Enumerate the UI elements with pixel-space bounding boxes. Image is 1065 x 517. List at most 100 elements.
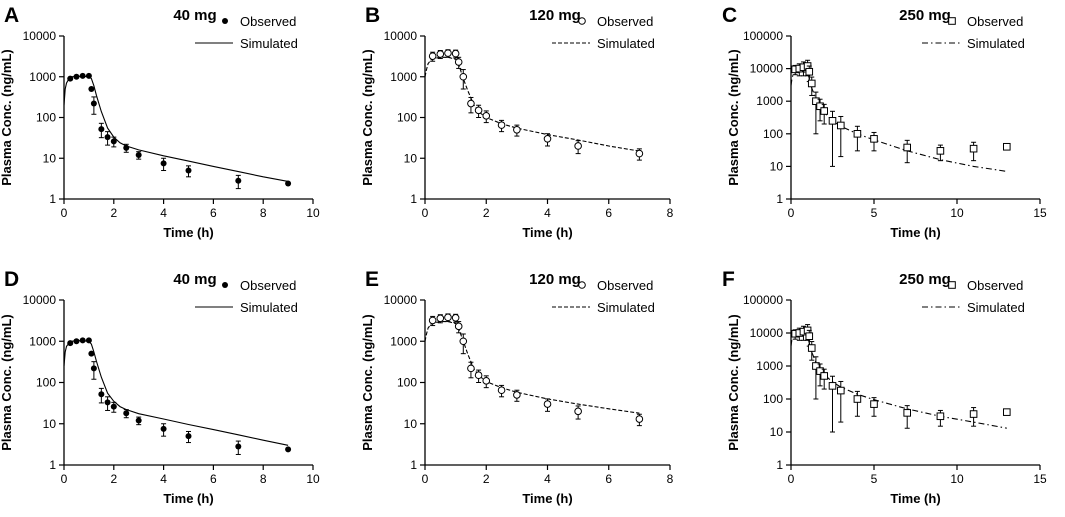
simulated-line (790, 71, 1007, 172)
x-tick-label: 8 (260, 472, 267, 486)
observed-point (805, 332, 814, 340)
x-tick-label: 6 (210, 472, 217, 486)
x-tick-label: 4 (544, 206, 551, 220)
observed-point (454, 58, 463, 66)
y-tick-label: 1000 (756, 94, 783, 108)
observed-point (444, 49, 452, 57)
legend: Observed Simulated (195, 14, 298, 51)
legend-simulated-label: Simulated (967, 36, 1025, 51)
observed-point (85, 72, 92, 79)
observed-point (482, 376, 491, 385)
panel-b: B 120 mg 0 2 4 6 8 1 10 100 1000 10000 Time (h) Plasm… (360, 4, 674, 240)
x-tick-label: 5 (871, 472, 878, 486)
observed-point (1003, 408, 1011, 416)
legend: Observed Simulated (552, 278, 655, 315)
observed-point (88, 350, 95, 357)
simulated-line (63, 75, 289, 182)
legend-simulated-label: Simulated (597, 300, 655, 315)
x-tick-label: 2 (483, 206, 490, 220)
y-tick-label: 1 (776, 458, 783, 472)
legend-observed-marker (222, 18, 228, 24)
observed-point (428, 52, 437, 60)
y-axis-title: Plasma Conc. (ng/mL) (726, 49, 741, 186)
observed-point (88, 86, 95, 93)
legend-simulated-label: Simulated (240, 300, 298, 315)
simulated-line (63, 340, 289, 446)
observed-point (969, 144, 978, 153)
observed-point (513, 391, 521, 399)
observed-point (903, 409, 912, 417)
observed-point (90, 365, 97, 372)
legend-simulated-label: Simulated (597, 36, 655, 51)
y-tick-label: 100 (36, 111, 56, 125)
observed-point (936, 147, 945, 155)
legend-observed-marker (222, 282, 228, 288)
y-tick-label: 1 (776, 192, 783, 206)
legend-observed-label: Observed (967, 278, 1023, 293)
panel-title: 250 mg (899, 7, 951, 24)
y-tick-label: 100 (397, 376, 417, 390)
observed-point (73, 73, 80, 80)
y-tick-label: 100 (763, 127, 783, 141)
observed-point (837, 386, 845, 395)
observed-point (104, 134, 111, 141)
observed-point (903, 143, 912, 152)
y-tick-label: 1000 (390, 70, 417, 84)
x-tick-label: 15 (1033, 206, 1047, 220)
x-tick-label: 0 (422, 206, 429, 220)
panel-letter: D (4, 268, 19, 291)
observed-point (428, 316, 437, 325)
observed-point (807, 79, 816, 88)
observed-point (807, 344, 816, 352)
y-axis-title: Plasma Conc. (ng/mL) (0, 49, 14, 186)
observed-point (123, 144, 130, 151)
observed-point (853, 130, 862, 138)
simulated-line (424, 56, 640, 152)
panel-d: D 40 mg 0 2 4 6 8 10 1 10 100 1000 10000 Time (h) Plas… (0, 268, 320, 506)
x-tick-label: 4 (544, 472, 551, 486)
legend: Observed Simulated (922, 278, 1025, 315)
y-tick-label: 100000 (743, 293, 783, 307)
observed-point (235, 443, 242, 450)
x-tick-label: 6 (605, 206, 612, 220)
x-tick-label: 4 (160, 472, 167, 486)
y-axis-title: Plasma Conc. (ng/mL) (726, 314, 741, 451)
y-tick-label: 1000 (756, 359, 783, 373)
x-tick-label: 10 (306, 206, 320, 220)
legend-observed-marker (948, 281, 956, 289)
x-tick-label: 0 (61, 472, 68, 486)
y-axis-title: Plasma Conc. (ng/mL) (360, 49, 375, 186)
x-tick-label: 10 (950, 206, 964, 220)
x-tick-label: 8 (667, 206, 674, 220)
observed-point (816, 102, 824, 111)
y-tick-label: 10000 (23, 29, 57, 43)
y-tick-label: 10000 (750, 326, 784, 340)
observed-point (90, 100, 97, 107)
x-tick-label: 2 (110, 472, 117, 486)
x-tick-label: 2 (110, 206, 117, 220)
observed-point (98, 126, 105, 133)
observed-point (467, 99, 475, 108)
x-tick-label: 6 (605, 472, 612, 486)
legend-observed-marker (578, 281, 586, 289)
observed-point (135, 152, 142, 159)
y-axis-title: Plasma Conc. (ng/mL) (0, 314, 14, 451)
observed-point (574, 407, 582, 416)
legend-simulated-label: Simulated (240, 36, 298, 51)
observed-point (467, 364, 475, 373)
y-tick-label: 100 (763, 392, 783, 406)
legend-observed-label: Observed (240, 14, 296, 29)
panel-title: 40 mg (173, 7, 216, 24)
panel-f: F 250 mg 0 5 10 15 1 10 100 1000 10000 100000 Time (… (722, 268, 1047, 506)
y-tick-label: 1 (410, 192, 417, 206)
observed-point (79, 337, 86, 344)
y-tick-label: 100 (36, 376, 56, 390)
observed-point (98, 391, 105, 398)
observed-point (837, 121, 845, 130)
panel-title: 40 mg (173, 271, 216, 288)
observed-point (160, 160, 167, 167)
observed-point (459, 72, 468, 81)
legend-observed-marker (948, 17, 956, 25)
observed-point (135, 417, 142, 424)
observed-point (812, 97, 820, 106)
